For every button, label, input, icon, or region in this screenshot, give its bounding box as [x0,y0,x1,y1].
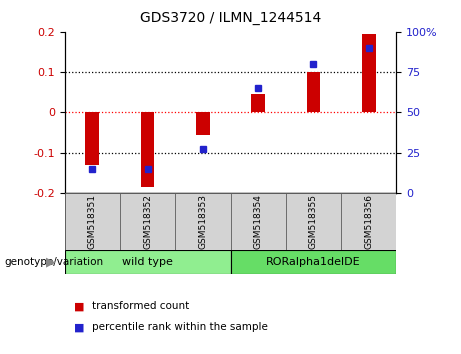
Text: RORalpha1delDE: RORalpha1delDE [266,257,361,267]
Text: percentile rank within the sample: percentile rank within the sample [92,322,268,332]
Bar [65,193,120,250]
Text: GSM518352: GSM518352 [143,194,152,249]
Bar [65,250,230,274]
Bar [196,113,210,135]
Text: transformed count: transformed count [92,301,189,311]
Text: GSM518355: GSM518355 [309,194,318,249]
Bar [230,250,396,274]
Text: ▶: ▶ [46,256,55,268]
Bar [251,94,265,113]
Text: genotype/variation: genotype/variation [5,257,104,267]
Bar [341,193,396,250]
Bar [307,72,320,113]
Text: GSM518351: GSM518351 [88,194,97,249]
Bar [120,193,175,250]
Text: ■: ■ [74,322,84,332]
Text: ■: ■ [74,301,84,311]
Text: GSM518356: GSM518356 [364,194,373,249]
Text: GSM518354: GSM518354 [254,194,263,249]
Bar [286,193,341,250]
Text: wild type: wild type [122,257,173,267]
Text: GDS3720 / ILMN_1244514: GDS3720 / ILMN_1244514 [140,11,321,25]
Bar [85,113,99,165]
Bar [230,193,286,250]
Bar [175,193,230,250]
Bar [141,113,154,187]
Bar [362,34,376,113]
Text: GSM518353: GSM518353 [198,194,207,249]
